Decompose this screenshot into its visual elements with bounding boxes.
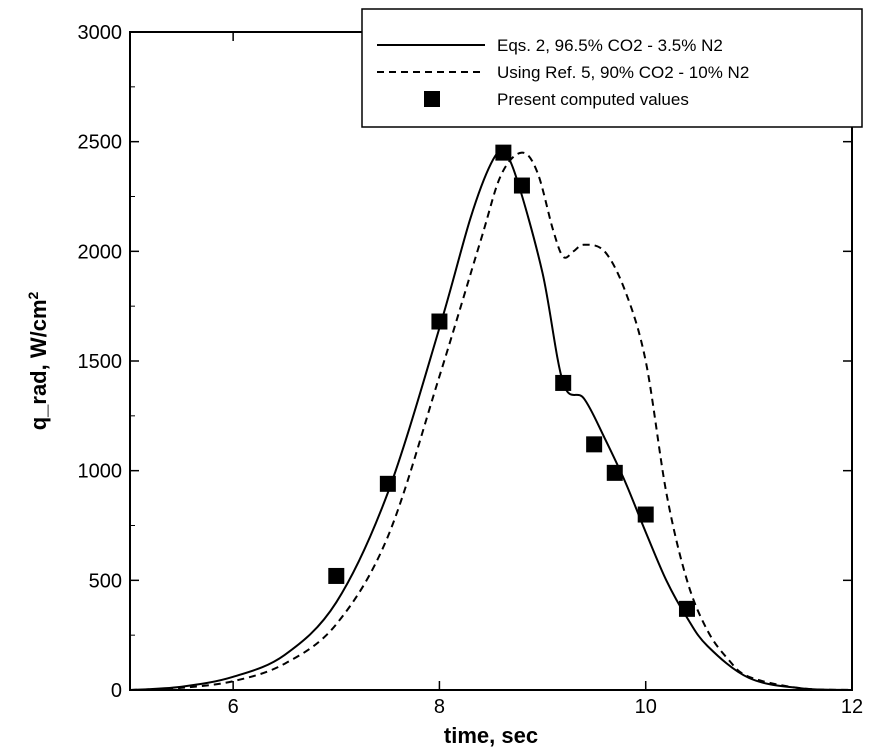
legend-box	[361, 8, 863, 128]
axis-ticks: 6 8 10 12 0 500 1000 1500 2000 2500 3000	[78, 22, 864, 718]
legend: Eqs. 2, 96.5% CO2 - 3.5% N2 Using Ref. 5,…	[361, 8, 863, 128]
x-tick-label-2: 10	[635, 696, 657, 718]
y-tick-label-0: 0	[111, 680, 122, 702]
solid-series-line	[129, 150, 853, 691]
y-axis-label-superscript: 2	[25, 291, 41, 299]
y-tick-label-3: 1500	[78, 351, 123, 373]
y-tick-label-6: 3000	[78, 22, 123, 44]
legend-marker-swatch	[424, 91, 440, 107]
y-tick-label-5: 2500	[78, 132, 123, 154]
computed-value-marker	[678, 600, 695, 617]
plot-frame	[129, 31, 853, 691]
computed-value-marker	[513, 177, 530, 194]
legend-label-2: Present computed values	[497, 90, 689, 109]
computed-value-marker	[606, 464, 623, 481]
computed-value-marker	[586, 436, 603, 453]
legend-label-1: Using Ref. 5, 90% CO2 - 10% N2	[497, 63, 749, 82]
computed-value-marker	[379, 475, 396, 492]
legend-label-0: Eqs. 2, 96.5% CO2 - 3.5% N2	[497, 36, 723, 55]
y-tick-label-1: 500	[89, 570, 122, 592]
x-tick-label-0: 6	[228, 696, 239, 718]
x-tick-label-1: 8	[434, 696, 445, 718]
computed-value-marker	[555, 374, 572, 391]
x-tick-label-3: 12	[841, 696, 863, 718]
y-tick-label-4: 2000	[78, 241, 123, 263]
y-tick-label-2: 1000	[78, 461, 123, 483]
dashed-series-line	[129, 151, 853, 691]
x-axis-label: time, sec	[444, 723, 538, 748]
computed-value-marker	[328, 567, 345, 584]
computed-value-marker	[431, 313, 448, 330]
y-axis-label: q_rad, W/cm2	[25, 291, 51, 430]
computed-value-marker	[637, 506, 654, 523]
plot-marks	[129, 144, 853, 691]
y-axis-label-text: q_rad, W/cm	[26, 299, 51, 430]
computed-value-marker	[495, 144, 512, 161]
